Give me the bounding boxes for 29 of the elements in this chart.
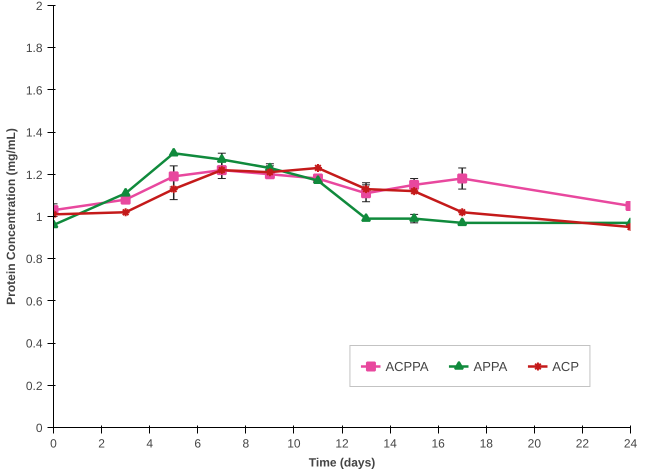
x-tick-label: 16	[431, 436, 446, 450]
y-tick-label: 1	[36, 210, 43, 224]
legend-label: ACP	[552, 358, 579, 374]
y-tick-label: 1.2	[26, 168, 43, 182]
x-tick-label: 20	[528, 436, 542, 450]
x-tick-label: 2	[98, 436, 106, 450]
y-axis-title: Protein Concentration (mg/mL)	[4, 128, 18, 305]
y-tick-label: 0.4	[26, 336, 43, 351]
y-tick-label: 1.4	[26, 126, 43, 140]
x-tick-label: 22	[576, 436, 590, 450]
x-tick-label: 6	[194, 436, 202, 450]
x-axis-title: Time (days)	[308, 456, 376, 470]
x-tick-label: 12	[335, 436, 349, 450]
x-tick-label: 0	[50, 436, 58, 450]
x-tick-label: 24	[624, 436, 638, 450]
y-tick-label: 0.8	[26, 252, 43, 266]
y-tick-label: 2	[36, 0, 43, 13]
y-tick-label: 1.8	[26, 41, 43, 56]
legend-label: ACPPA	[385, 358, 429, 374]
y-tick-label: 1.6	[26, 83, 43, 98]
y-tick-label: 0	[36, 421, 43, 435]
x-tick-label: 18	[480, 436, 494, 450]
legend-label: APPA	[474, 358, 508, 374]
x-tick-label: 4	[146, 436, 154, 450]
y-tick-label: 0.2	[26, 378, 43, 393]
x-tick-label: 10	[287, 436, 301, 450]
y-tick-label: 0.6	[26, 294, 43, 308]
x-tick-label: 14	[383, 436, 398, 450]
x-tick-label: 8	[242, 436, 250, 450]
